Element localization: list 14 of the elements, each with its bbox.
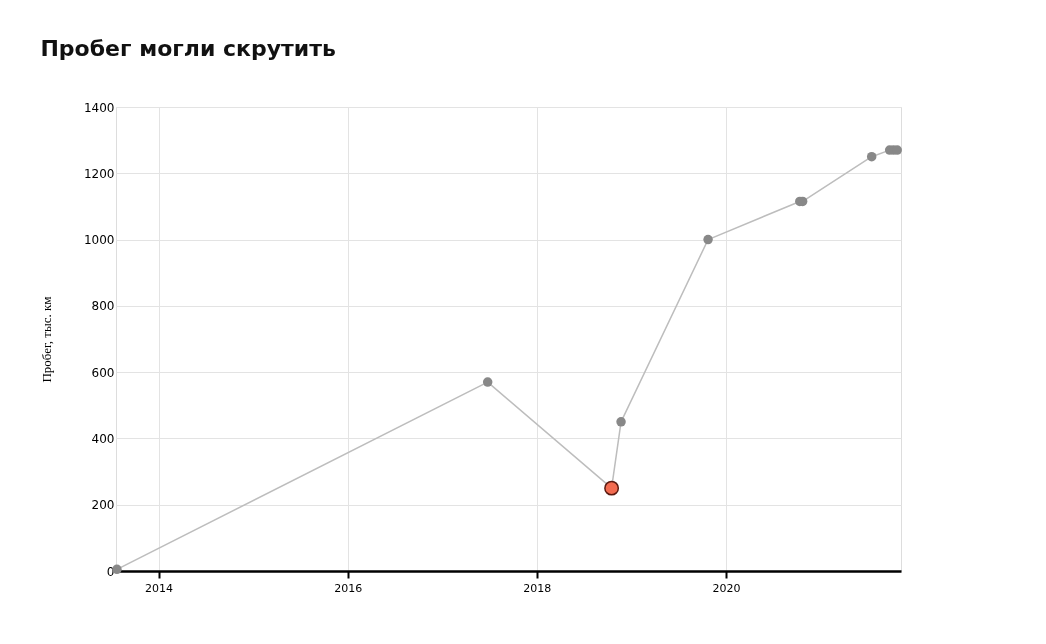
y-tick-label: 400 xyxy=(91,431,115,446)
x-tick-label: 2014 xyxy=(145,581,174,595)
chart-title: Пробег могли скрутить xyxy=(40,36,336,61)
y-tick-label: 800 xyxy=(91,299,115,314)
y-tick-label: 1000 xyxy=(83,233,115,248)
y-tick-label: 200 xyxy=(91,498,115,513)
y-tick-label: 1200 xyxy=(83,166,115,181)
x-tick-label: 2016 xyxy=(334,581,363,595)
y-tick-label: 1400 xyxy=(83,100,115,115)
x-tick-label: 2018 xyxy=(523,581,552,595)
y-axis-title: Пробег, тыс. км xyxy=(38,296,54,383)
y-tick-label: 600 xyxy=(91,365,115,380)
y-tick-label: 0 xyxy=(106,564,115,579)
x-tick-label: 2020 xyxy=(712,581,741,595)
